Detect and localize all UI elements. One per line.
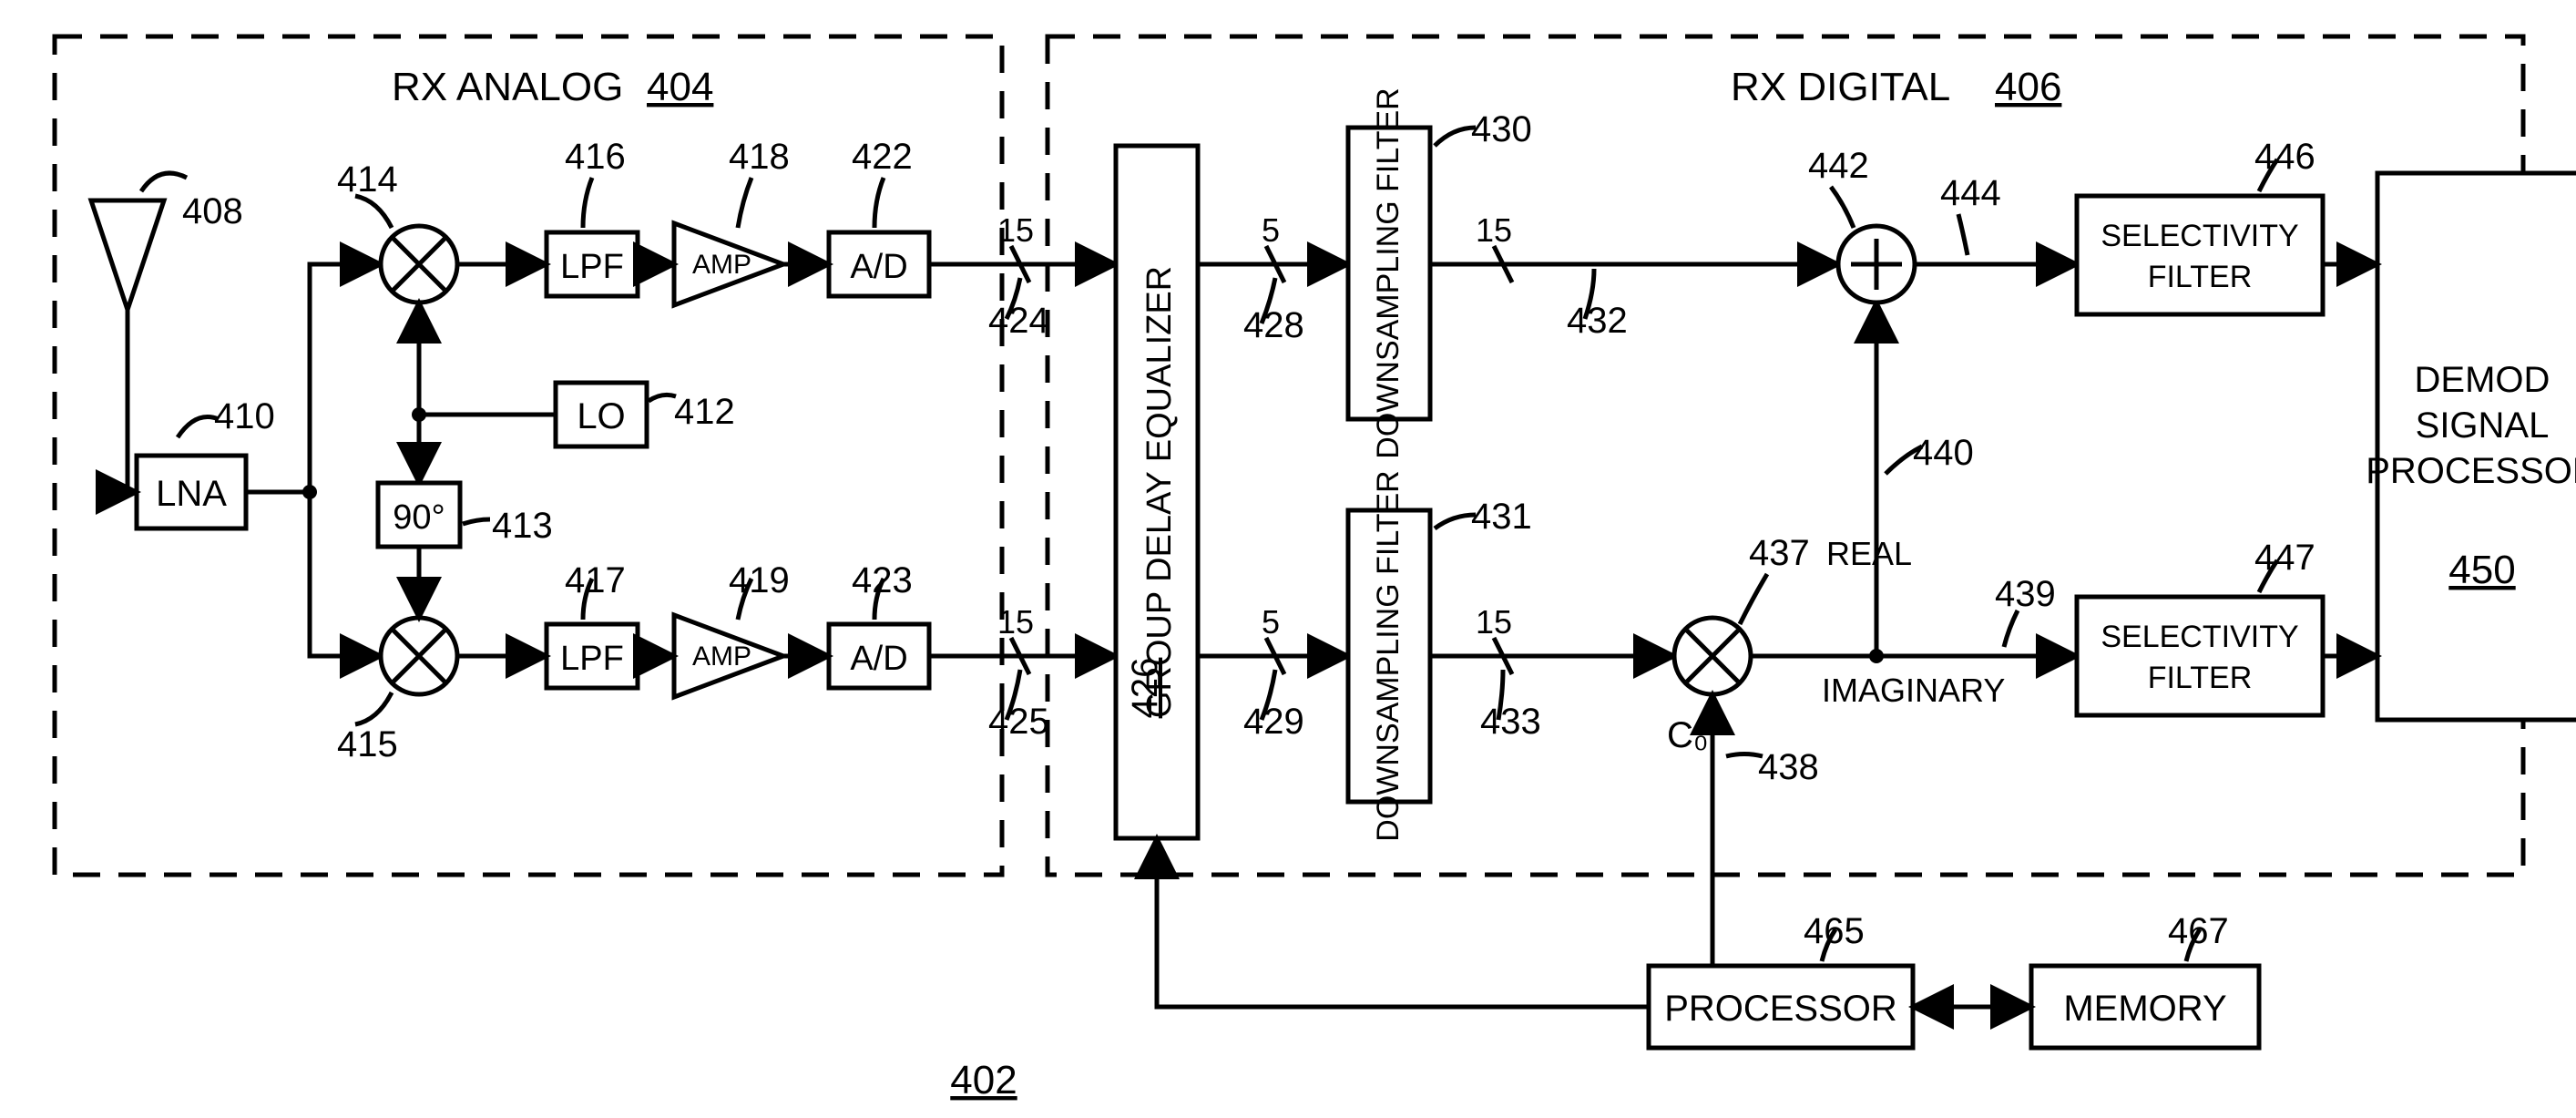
mixer-i-ref: 414 <box>337 159 398 200</box>
tick-424-val: 15 <box>997 211 1034 249</box>
imag-label: IMAGINARY <box>1822 672 2005 709</box>
sum-callout <box>1831 187 1854 228</box>
tick-429-val: 5 <box>1262 603 1280 641</box>
tick-432-val: 15 <box>1476 211 1512 249</box>
antenna-icon <box>91 200 164 392</box>
rx-analog-ref: 404 <box>647 65 713 109</box>
sel-q-label-2: FILTER <box>2148 661 2253 695</box>
ref-424: 424 <box>988 301 1049 341</box>
demod-block <box>2377 173 2576 720</box>
mult-callout <box>1740 574 1767 624</box>
ad-i-label: A/D <box>850 248 907 286</box>
tick-433-val: 15 <box>1476 603 1512 641</box>
antenna-ref: 408 <box>182 191 243 231</box>
sel-i-ref: 446 <box>2254 137 2315 177</box>
antenna-callout <box>141 173 187 191</box>
c0-label: C₀ <box>1667 715 1709 755</box>
mixer-i-icon <box>381 226 457 303</box>
ref-444: 444 <box>1940 173 2001 213</box>
callout-444 <box>1958 214 1968 255</box>
rx-digital-ref: 406 <box>1995 65 2061 109</box>
ref-429: 429 <box>1243 702 1304 742</box>
mixer-q-ref: 415 <box>337 724 398 764</box>
dsf-q-label: DOWNSAMPLING FILTER <box>1371 470 1406 841</box>
lpf-q-label: LPF <box>560 640 624 678</box>
mixer-i-callout <box>355 196 392 228</box>
phase-label: 90° <box>393 498 445 537</box>
tick-425-val: 15 <box>997 603 1034 641</box>
mixer-q-icon <box>381 618 457 694</box>
ad-i-ref: 422 <box>852 137 913 177</box>
multiplier-icon <box>1674 618 1751 694</box>
mult-ref: 437 <box>1749 533 1810 573</box>
amp-q-ref: 419 <box>729 560 790 600</box>
sum-ref: 442 <box>1808 146 1869 186</box>
gde-label: GROUP DELAY EQUALIZER <box>1140 266 1179 718</box>
gde-ref: 426 <box>1125 658 1165 719</box>
ad-q-label: A/D <box>850 640 907 678</box>
rx-digital-title: RX DIGITAL <box>1731 65 1950 109</box>
amp-q-label: AMP <box>692 641 751 672</box>
ref-425: 425 <box>988 702 1049 742</box>
figure-ref: 402 <box>950 1058 1017 1103</box>
demod-ref: 450 <box>2448 548 2515 592</box>
lna-callout <box>178 417 219 438</box>
ref-440: 440 <box>1913 433 1974 473</box>
lpf-q-ref: 417 <box>565 560 626 600</box>
lpf-i-label: LPF <box>560 248 624 286</box>
dsf-q-ref: 431 <box>1471 497 1532 537</box>
sel-i-label-1: SELECTIVITY <box>2101 219 2298 253</box>
dsf-q-callout <box>1435 515 1476 528</box>
amp-i-callout <box>738 178 751 228</box>
sel-q-block <box>2077 597 2323 715</box>
tick-428-val: 5 <box>1262 211 1280 249</box>
demod-label-2: SIGNAL <box>2416 405 2550 446</box>
sel-i-label-2: FILTER <box>2148 260 2253 294</box>
c0-ref: 438 <box>1758 747 1819 787</box>
c0-callout <box>1726 754 1763 757</box>
memory-label: MEMORY <box>2063 989 2226 1029</box>
summer-icon <box>1838 226 1915 303</box>
demod-label-1: DEMOD <box>2415 360 2550 400</box>
processor-label: PROCESSOR <box>1664 989 1897 1029</box>
sel-q-label-1: SELECTIVITY <box>2101 620 2298 654</box>
ref-439: 439 <box>1995 574 2056 614</box>
rx-analog-title: RX ANALOG <box>392 65 623 109</box>
lo-label: LO <box>577 396 625 436</box>
callout-439 <box>2004 610 2018 647</box>
phase-callout <box>463 519 490 524</box>
lo-ref: 412 <box>674 392 735 432</box>
wire-to-mix-i <box>310 264 381 492</box>
lna-ref: 410 <box>214 396 275 436</box>
ref-433: 433 <box>1480 702 1541 742</box>
sel-i-block <box>2077 196 2323 314</box>
dsf-i-callout <box>1435 128 1476 146</box>
ad-i-callout <box>874 178 884 228</box>
phase-ref: 413 <box>492 506 553 546</box>
dsf-i-ref: 430 <box>1471 109 1532 149</box>
lna-label: LNA <box>156 474 227 514</box>
lo-callout <box>649 395 676 401</box>
demod-label-3: PROCESSOR <box>2366 451 2576 491</box>
dsf-i-label: DOWNSAMPLING FILTER <box>1371 87 1406 458</box>
wire-proc-gde <box>1157 838 1649 1007</box>
mixer-q-callout <box>355 692 392 724</box>
amp-i-label: AMP <box>692 250 751 280</box>
ref-428: 428 <box>1243 305 1304 345</box>
lpf-i-callout <box>583 178 592 228</box>
wire-to-mix-q <box>310 492 381 656</box>
ref-432: 432 <box>1567 301 1628 341</box>
lpf-i-ref: 416 <box>565 137 626 177</box>
amp-i-ref: 418 <box>729 137 790 177</box>
real-label: REAL <box>1826 535 1912 572</box>
sel-q-ref: 447 <box>2254 538 2315 578</box>
